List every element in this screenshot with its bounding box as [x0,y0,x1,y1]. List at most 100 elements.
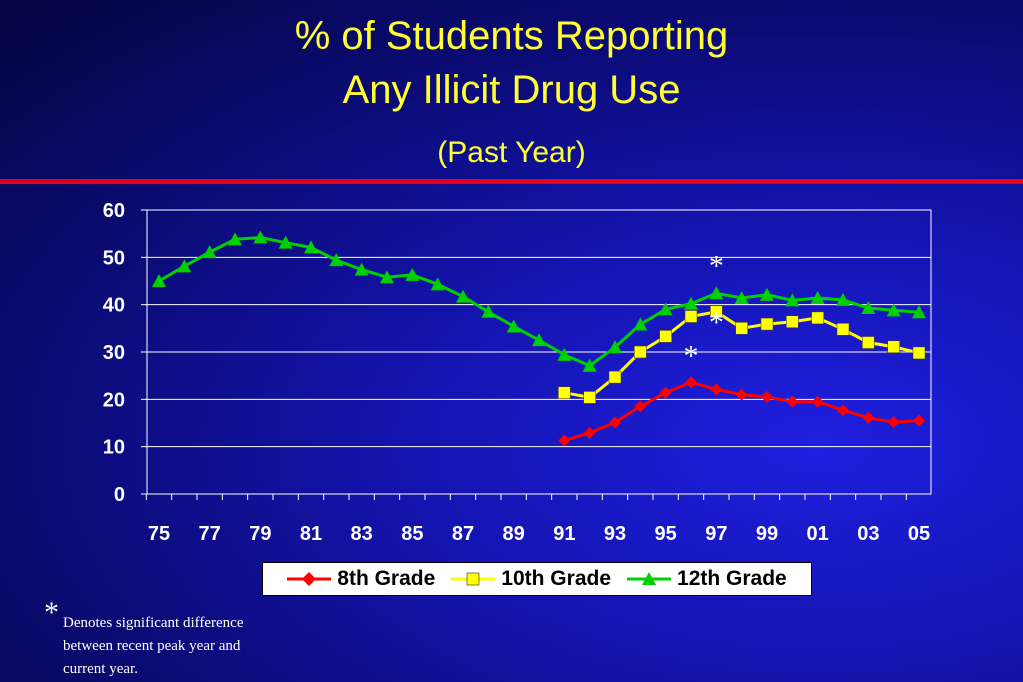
chart-title-line2: Any Illicit Drug Use [342,68,681,112]
x-tick-label: 77 [199,523,221,545]
chart-subtitle: (Past Year) [437,136,586,169]
x-tick-label: 01 [807,523,829,545]
y-tick-label: 0 [114,484,125,506]
footnote-asterisk: * [44,596,59,629]
data-point-10th-grade [710,305,723,319]
data-point-8th-grade [761,390,773,403]
data-point-10th-grade [684,310,698,323]
x-tick-label: 95 [655,523,677,545]
data-point-8th-grade [583,426,596,439]
data-point-12th-grade [557,347,572,361]
data-point-8th-grade [735,388,748,401]
chart-legend: 8th Grade 10th Grade 12th Grade [262,562,812,596]
data-point-8th-grade [609,416,621,429]
data-point-8th-grade [887,416,900,429]
x-tick-label: 05 [908,523,930,545]
data-point-8th-grade [634,400,647,413]
data-point-12th-grade [253,230,268,244]
data-point-8th-grade [558,434,571,447]
data-point-8th-grade [862,411,875,424]
data-point-8th-grade [685,376,697,389]
data-point-8th-grade [811,395,824,408]
data-point-12th-grade [582,358,597,372]
legend-label-10th-grade: 10th Grade [501,567,612,590]
data-point-10th-grade [634,345,647,359]
significance-asterisk: * [709,249,724,282]
legend-swatch-8th-grade [287,572,332,586]
data-point-8th-grade [913,414,925,427]
data-point-12th-grade [912,305,926,319]
data-point-12th-grade [760,287,774,301]
data-point-10th-grade [558,386,571,399]
data-point-12th-grade [532,333,546,347]
data-point-12th-grade [785,293,800,307]
data-point-12th-grade [633,317,648,331]
data-point-12th-grade [709,286,724,300]
x-tick-label: 89 [503,523,525,545]
data-point-10th-grade [659,330,672,343]
data-point-10th-grade [912,346,926,360]
x-tick-label: 99 [756,523,778,545]
data-point-12th-grade [177,259,192,273]
data-point-12th-grade [354,262,369,276]
data-point-12th-grade [304,240,318,254]
data-point-8th-grade [659,386,672,399]
x-tick-label: 81 [300,523,322,545]
data-point-12th-grade [684,296,698,310]
data-point-12th-grade [608,340,622,354]
data-point-12th-grade [278,235,293,249]
y-tick-label: 10 [103,437,125,459]
legend-label-12th-grade: 12th Grade [677,567,787,590]
legend-swatch-12th-grade [627,572,672,585]
data-point-12th-grade [430,277,445,291]
data-point-10th-grade [786,315,799,328]
footnote: * Denotes significant difference between … [44,596,344,681]
data-point-12th-grade [380,270,394,284]
x-tick-label: 91 [553,523,575,545]
data-point-10th-grade [836,323,850,336]
data-point-12th-grade [481,304,496,318]
footnote-text: Denotes significant difference between r… [63,615,244,677]
series-line-12th-grade [158,235,920,368]
data-point-8th-grade [786,395,799,408]
data-point-12th-grade [861,300,876,314]
x-tick-label: 75 [148,523,170,545]
title-divider [0,179,1023,184]
y-tick-label: 60 [103,200,125,222]
legend-swatch-10th-grade [451,572,496,586]
y-tick-label: 20 [103,389,125,411]
legend-label-8th-grade: 8th Grade [337,567,436,590]
data-point-12th-grade [405,267,420,281]
legend-item-10th-grade: 10th Grade [451,567,611,591]
data-point-12th-grade [836,292,850,306]
data-point-10th-grade [608,370,622,384]
data-point-12th-grade [734,291,749,305]
data-point-12th-grade [456,289,470,303]
data-point-12th-grade [506,319,521,333]
data-point-12th-grade [202,245,217,259]
data-point-8th-grade [710,383,723,396]
data-point-10th-grade [583,391,596,404]
legend-item-12th-grade: 12th Grade [627,567,787,591]
data-point-12th-grade [658,302,673,316]
data-point-12th-grade [228,232,242,246]
data-point-10th-grade [862,336,875,349]
significance-asterisk: * [684,339,699,372]
data-point-12th-grade [329,253,344,267]
x-tick-label: 85 [401,523,423,545]
data-point-12th-grade [152,274,166,287]
x-tick-label: 93 [604,523,626,545]
y-tick-label: 30 [103,342,125,364]
significance-asterisk: * [709,306,724,339]
data-point-12th-grade [886,303,901,317]
x-tick-label: 79 [249,523,271,545]
data-point-12th-grade [810,291,825,305]
data-point-10th-grade [811,311,824,325]
data-point-10th-grade [735,322,748,335]
x-tick-label: 97 [705,523,727,545]
chart-title-line1: % of Students Reporting [294,14,729,58]
data-point-10th-grade [760,317,774,331]
x-tick-label: 87 [452,523,474,545]
